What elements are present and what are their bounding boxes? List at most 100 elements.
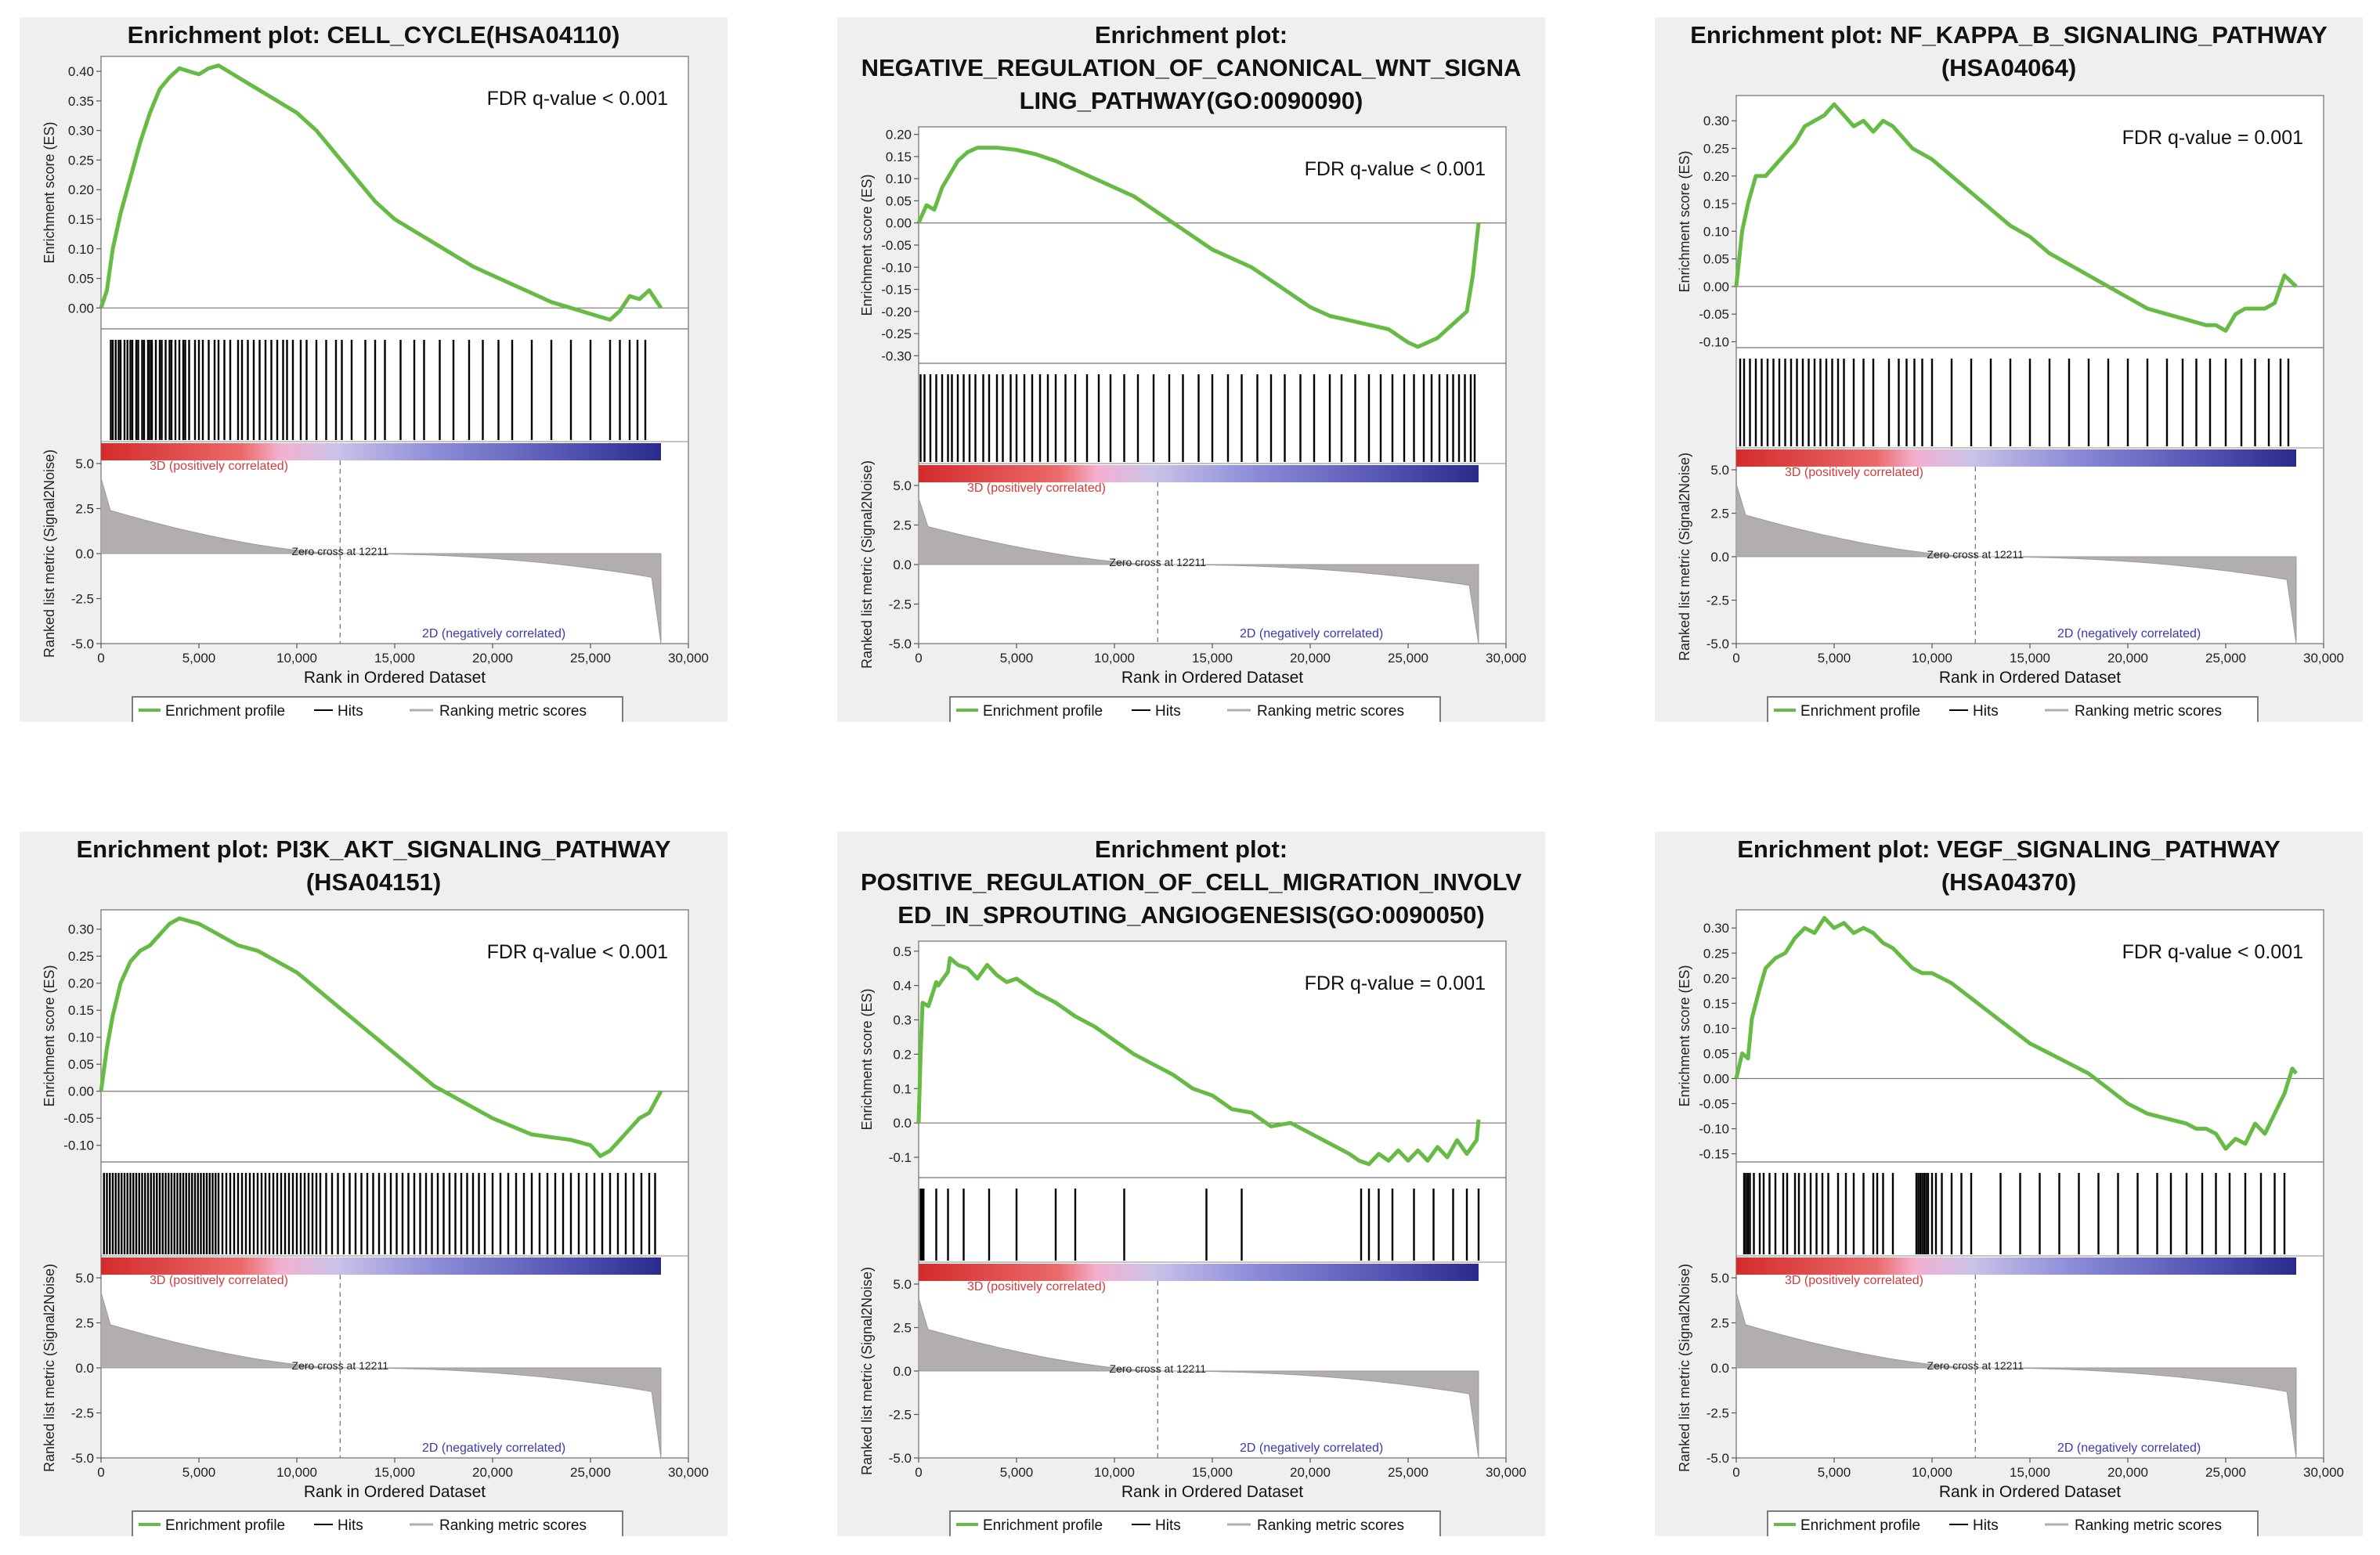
es-tick-label: 0.20	[1703, 169, 1729, 184]
rank-axis-label: Ranked list metric (Signal2Noise)	[42, 1264, 57, 1472]
es-tick-label: 0.2	[893, 1047, 912, 1062]
legend-hits-label: Hits	[1973, 1517, 1999, 1534]
x-tick-label: 25,000	[2205, 1465, 2246, 1480]
chart-title: (HSA04151)	[305, 868, 442, 896]
legend-ranking-label: Ranking metric scores	[2075, 1517, 2222, 1534]
legend-ranking-label: Ranking metric scores	[2075, 703, 2222, 720]
x-tick-label: 15,000	[2010, 651, 2050, 666]
rank-tick-label: -2.5	[71, 1406, 94, 1421]
rank-tick-label: -5.0	[889, 1451, 912, 1466]
es-tick-label: 0.1	[893, 1081, 912, 1096]
zero-cross-label: Zero cross at 12211	[292, 545, 389, 557]
x-tick-label: 0	[915, 1465, 922, 1480]
rank-tick-label: -2.5	[1706, 593, 1729, 608]
es-tick-label: 0.05	[886, 193, 912, 208]
chart-title: (HSA04064)	[1941, 54, 2077, 81]
chart-title: LING_PATHWAY(GO:0090090)	[1019, 87, 1363, 114]
es-tick-label: 0.30	[68, 922, 94, 937]
legend-profile-label: Enrichment profile	[165, 1517, 285, 1534]
x-tick-label: 10,000	[276, 1465, 317, 1480]
x-tick-label: 5,000	[1818, 651, 1851, 666]
rank-tick-label: -2.5	[889, 1408, 912, 1423]
x-tick-label: 15,000	[2010, 1465, 2050, 1480]
ranking-metric-area	[918, 498, 1479, 644]
rank-tick-label: 0.0	[1710, 1361, 1729, 1376]
enrichment-chart: 0.300.250.200.150.100.050.00-0.05-0.10-0…	[1677, 909, 2344, 1536]
legend-ranking-label: Ranking metric scores	[439, 703, 587, 720]
legend-hits-label: Hits	[1973, 703, 1999, 720]
x-tick-label: 30,000	[1486, 651, 1526, 666]
enrichment-panel: Enrichment plot: POSITIVE_REGULATION_OF_C…	[837, 832, 1545, 1536]
rank-axis-label: Ranked list metric (Signal2Noise)	[859, 460, 875, 669]
es-tick-label: -0.05	[1699, 1097, 1729, 1112]
legend-box	[1767, 696, 2259, 722]
legend-ranking-label: Ranking metric scores	[1257, 703, 1404, 720]
rank-tick-label: 0.0	[893, 557, 912, 572]
es-tick-label: -0.10	[1699, 334, 1729, 349]
rank-tick-label: -2.5	[889, 597, 912, 612]
enrichment-profile-line	[1734, 102, 2298, 333]
ranking-metric-area	[100, 478, 662, 644]
legend-hits-label: Hits	[1155, 703, 1181, 720]
es-tick-label: 0.15	[1703, 996, 1729, 1011]
es-tick-label: -0.1	[889, 1150, 912, 1165]
legend-profile-label: Enrichment profile	[983, 1517, 1103, 1534]
x-tick-label: 5,000	[1818, 1465, 1851, 1480]
fdr-annotation: FDR q-value = 0.001	[2122, 127, 2303, 149]
x-tick-label: 0	[1732, 651, 1739, 666]
rank-tick-label: 2.5	[1710, 1316, 1729, 1331]
fdr-annotation: FDR q-value < 0.001	[2122, 941, 2303, 963]
es-axis-label: Enrichment score (ES)	[42, 965, 57, 1106]
x-tick-label: 20,000	[2107, 1465, 2148, 1480]
es-axis-label: Enrichment score (ES)	[42, 121, 57, 263]
x-tick-label: 20,000	[472, 651, 513, 666]
x-tick-label: 30,000	[668, 651, 709, 666]
rank-tick-label: 5.0	[893, 1277, 912, 1292]
legend-profile-label: Enrichment profile	[1800, 1517, 1920, 1534]
rank-tick-label: 2.5	[1710, 507, 1729, 521]
enrichment-chart: 0.300.250.200.150.100.050.00-0.05-0.10En…	[1677, 95, 2344, 722]
fdr-annotation: FDR q-value < 0.001	[1305, 158, 1486, 180]
x-axis-label: Rank in Ordered Dataset	[1121, 669, 1303, 687]
negative-correlated-label: 2D (negatively correlated)	[1240, 1441, 1383, 1455]
x-tick-label: 10,000	[1912, 1465, 1952, 1480]
legend-box	[132, 1510, 623, 1536]
es-tick-label: 0.10	[68, 1030, 94, 1045]
x-tick-label: 0	[97, 651, 104, 666]
legend-profile-label: Enrichment profile	[983, 703, 1103, 720]
es-tick-label: 0.5	[893, 944, 912, 959]
x-tick-label: 20,000	[472, 1465, 513, 1480]
enrichment-chart: 0.300.250.200.150.100.050.00-0.05-0.10En…	[42, 909, 709, 1536]
x-tick-label: 0	[97, 1465, 104, 1480]
es-tick-label: 0.05	[1703, 1046, 1729, 1061]
x-axis-label: Rank in Ordered Dataset	[1121, 1483, 1303, 1501]
es-tick-label: 0.20	[886, 128, 912, 143]
enrichment-chart: 0.5 0.4 0.3 0.2 0.1 0.0 -0.1 Enrichment score (…	[859, 940, 1526, 1536]
es-tick-label: 0.00	[886, 216, 912, 231]
rank-tick-label: -5.0	[71, 637, 94, 651]
es-axis-label: Enrichment score (ES)	[859, 988, 875, 1130]
es-tick-label: -0.25	[881, 327, 912, 341]
es-tick-label: 0.20	[68, 182, 94, 197]
rank-axis-label: Ranked list metric (Signal2Noise)	[42, 449, 57, 658]
x-tick-label: 15,000	[374, 651, 415, 666]
es-axis-label: Enrichment score (ES)	[859, 174, 875, 316]
ranking-metric-area	[918, 1297, 1479, 1459]
es-tick-label: 0.3	[893, 1013, 912, 1028]
es-tick-label: 0.10	[1703, 224, 1729, 239]
x-tick-label: 15,000	[374, 1465, 415, 1480]
positive-correlated-label: 3D (positively correlated)	[967, 1280, 1106, 1293]
chart-title: Enrichment plot:	[1094, 21, 1288, 49]
enrichment-panel: Enrichment plot: PI3K_AKT_SIGNALING_PATH…	[20, 832, 728, 1536]
es-tick-label: 0.20	[68, 976, 94, 991]
rank-tick-label: -5.0	[889, 637, 912, 651]
es-tick-label: 0.4	[893, 979, 912, 994]
es-tick-label: 0.05	[68, 272, 94, 287]
es-tick-label: 0.10	[1703, 1021, 1729, 1036]
es-tick-label: -0.05	[881, 238, 912, 253]
es-tick-label: 0.30	[1703, 921, 1729, 936]
fdr-annotation: FDR q-value < 0.001	[487, 88, 668, 110]
x-tick-label: 20,000	[1290, 1465, 1331, 1480]
rank-tick-label: 0.0	[75, 1361, 94, 1376]
es-tick-label: -0.05	[1699, 307, 1729, 322]
